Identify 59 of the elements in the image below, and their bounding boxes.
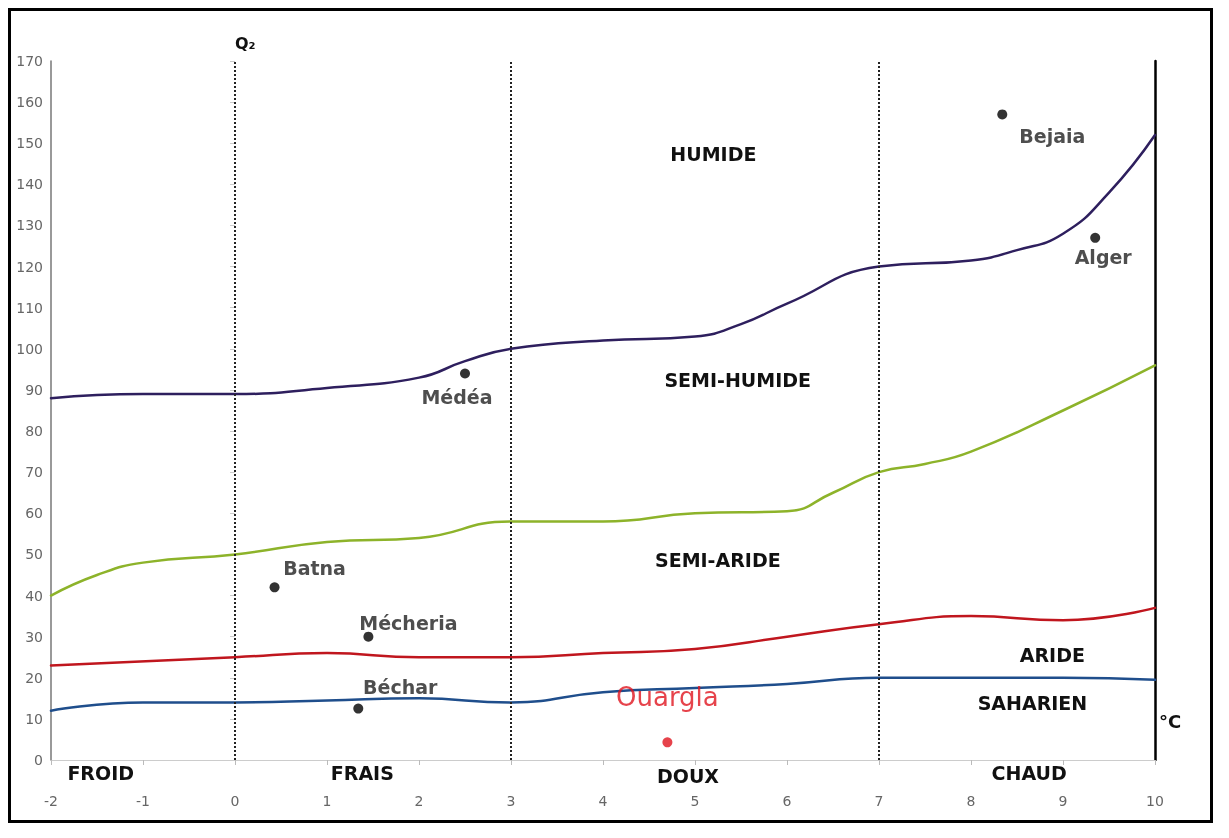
- annotation: SEMI-ARIDE: [654, 549, 781, 572]
- line-series: [49, 364, 1157, 597]
- y-tick-label: 110: [16, 299, 43, 316]
- text: DOUX: [657, 765, 720, 788]
- x-tick-label: 9: [1058, 793, 1068, 809]
- series-label: Médéa: [421, 385, 493, 408]
- x-axis-title: °C: [1159, 710, 1182, 732]
- text: FROID: [67, 761, 134, 784]
- y-tick-label: 90: [25, 381, 43, 398]
- x-tick-label: 1: [322, 793, 332, 809]
- text: CHAUD: [991, 761, 1067, 784]
- point: [460, 368, 470, 379]
- y-tick-label: 170: [16, 53, 43, 69]
- point: [269, 582, 280, 593]
- x-tick-label: 8: [966, 793, 976, 809]
- x-tick-label: 0: [230, 793, 240, 809]
- x-tick-label: 5: [690, 793, 700, 809]
- point: [997, 109, 1008, 120]
- series-label: Ouargla: [616, 682, 719, 713]
- series-label: Batna: [283, 556, 346, 579]
- x-tick-label: -1: [136, 793, 150, 809]
- series-label: Alger: [1074, 246, 1133, 269]
- y-tick-label: 70: [25, 464, 43, 481]
- x-tick-label: 2: [414, 793, 424, 809]
- point: [1090, 232, 1101, 243]
- x-tick-label: 4: [598, 793, 608, 809]
- y-tick-label: 80: [25, 423, 43, 440]
- point: [353, 703, 364, 714]
- line-series: [49, 606, 1157, 667]
- y-tick-label: 10: [25, 710, 43, 727]
- series-label: Mécheria: [359, 612, 458, 635]
- y-tick-label: 130: [16, 217, 43, 234]
- y-tick-label: 40: [25, 587, 43, 604]
- y-tick-label: 20: [25, 669, 43, 686]
- series-label: Béchar: [363, 676, 439, 699]
- x-tick-label: 6: [782, 793, 792, 809]
- x-tick-label: -2: [44, 793, 58, 809]
- y-tick-label: 160: [16, 94, 43, 111]
- y-tick-label: 140: [16, 176, 43, 193]
- point: [662, 737, 673, 748]
- text: FRAIS: [330, 761, 394, 784]
- y-tick-label: 50: [25, 546, 43, 563]
- y-tick-label: 0: [34, 752, 43, 768]
- point: [363, 631, 374, 642]
- x-tick-label: 10: [1146, 793, 1164, 809]
- annotation: SEMI-HUMIDE: [664, 368, 811, 391]
- series-label: Bejaia: [1019, 124, 1086, 147]
- y-axis-title: Q₂: [235, 33, 256, 53]
- y-tick-label: 30: [25, 628, 43, 645]
- y-tick-label: 150: [16, 135, 43, 152]
- line-series: [49, 676, 1157, 712]
- annotation: SAHARIEN: [977, 691, 1088, 714]
- x-tick-label: 3: [506, 793, 516, 809]
- annotation: ARIDE: [1019, 644, 1085, 667]
- y-tick-label: 100: [16, 340, 43, 357]
- annotation: HUMIDE: [670, 142, 757, 165]
- y-tick-label: 120: [16, 258, 43, 275]
- y-tick-label: 60: [25, 505, 43, 522]
- x-tick-label: 7: [874, 793, 884, 809]
